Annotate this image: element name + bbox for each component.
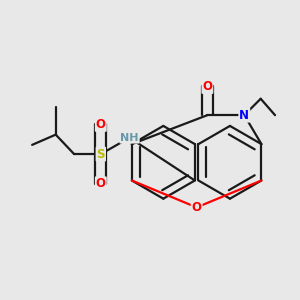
Text: N: N bbox=[239, 109, 249, 122]
Text: O: O bbox=[192, 201, 202, 214]
Text: O: O bbox=[96, 118, 106, 131]
Text: S: S bbox=[97, 148, 105, 160]
Text: O: O bbox=[202, 80, 212, 93]
Text: O: O bbox=[96, 177, 106, 190]
Text: NH: NH bbox=[120, 133, 139, 143]
